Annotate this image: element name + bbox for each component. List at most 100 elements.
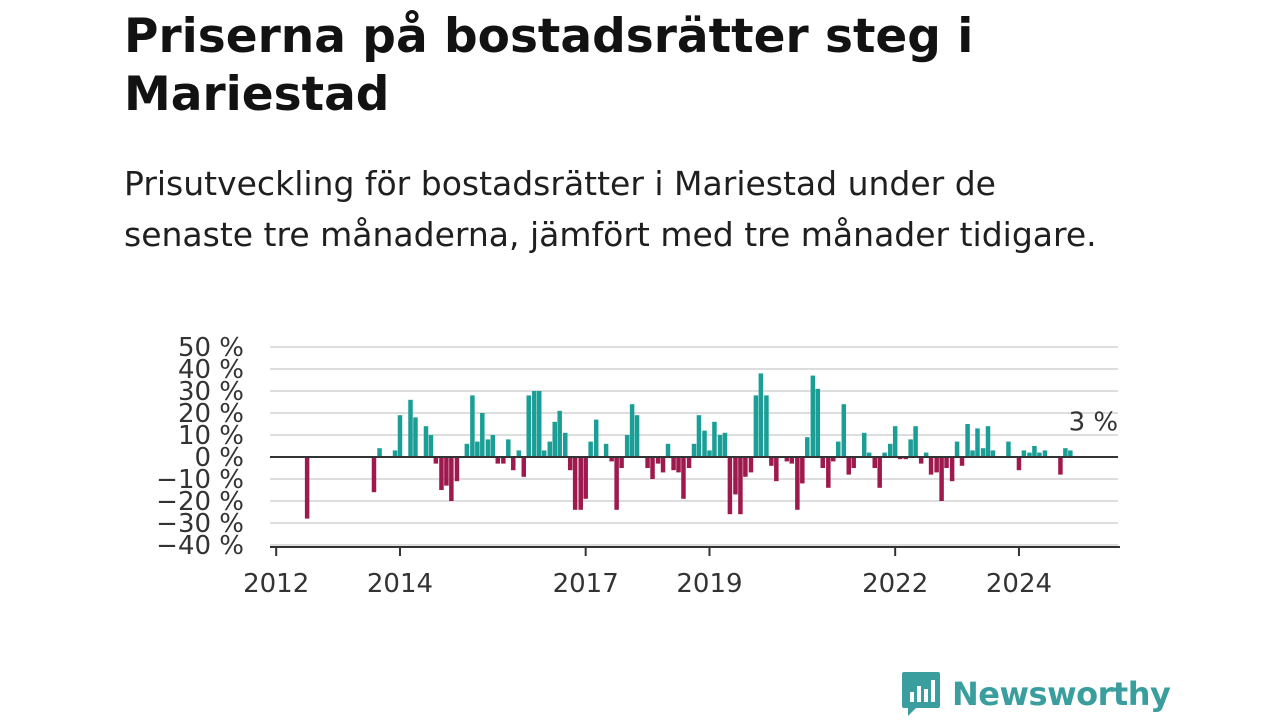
bar [892,426,898,457]
bar [552,421,557,457]
bar [846,457,851,475]
bar [691,443,697,457]
bar [959,457,965,466]
bar [835,441,841,457]
bar [681,457,686,499]
x-tick-label: 2014 [367,569,433,599]
y-tick-label: 0 % [194,443,244,473]
bar [872,457,877,468]
x-tick-label: 2017 [553,569,619,599]
bar [516,450,522,457]
bar [371,457,377,493]
bar [753,395,759,457]
bar [748,457,754,473]
bar [547,441,553,457]
bar [655,457,661,464]
x-axis-ticks: 2012 2014 2017 2019 2022 2024 [243,547,1052,599]
bar [1042,450,1048,457]
bar [696,415,702,457]
bar [712,421,717,457]
chart-title: Priserna på bostadsrätter steg i Mariest… [124,9,974,122]
bar [501,457,506,464]
y-tick-label: −10 % [156,465,244,495]
bar [660,457,666,473]
bar [934,457,939,473]
x-tick-label: 2019 [676,569,742,599]
bar [485,439,491,457]
bar [1037,452,1042,457]
y-tick-label: 20 % [178,399,244,429]
chart-subtitle: Prisutveckling för bostadsrätter i Marie… [124,164,1097,254]
bar [764,395,769,457]
bar [913,426,918,457]
bar [1021,450,1027,457]
bar [861,432,867,457]
bar [882,452,887,457]
bar [377,448,382,457]
bar [1063,448,1068,457]
bar [769,457,774,466]
bar [439,457,444,490]
bar [392,450,398,457]
bar [738,457,743,515]
y-tick-label: 30 % [178,377,244,407]
bar [304,457,310,519]
y-tick-label: −40 % [156,531,244,561]
bar [433,457,439,464]
newsworthy-logo-icon [902,672,940,716]
bar [541,450,547,457]
bar [733,457,738,495]
bar [800,457,805,484]
bar [866,452,872,457]
bar [650,457,655,479]
bar [965,424,970,457]
bar [397,415,403,457]
bar [490,435,496,457]
bar [841,404,847,457]
bar [603,443,609,457]
bar [707,450,712,457]
bar [532,391,537,457]
bar [826,457,831,488]
bar [454,457,460,482]
bar [480,413,485,457]
bar [877,457,882,488]
bar [423,426,429,457]
bar [954,441,960,457]
bar [903,457,908,460]
bar [578,457,583,510]
bar [506,439,511,457]
y-tick-label: −20 % [156,487,244,517]
bar [408,399,413,457]
bar [1032,446,1037,457]
bar [717,435,723,457]
bar [939,457,944,501]
bar [820,457,825,468]
bar [810,375,816,457]
bar [495,457,501,464]
bar [805,437,810,457]
bar [572,457,578,510]
bar [831,457,836,462]
bar [970,450,975,457]
bar [464,443,470,457]
y-tick-label: 50 % [178,333,244,363]
bar [537,391,542,457]
bar [511,457,516,471]
bar [629,404,635,457]
bar [980,448,986,457]
bar [557,410,562,457]
bar [774,457,779,482]
bar [918,457,924,464]
bar [665,443,671,457]
bar [444,457,449,486]
y-tick-label: −30 % [156,509,244,539]
bar [413,417,418,457]
bar [908,439,913,457]
y-axis-ticks: 50 %40 %30 %20 %10 %0 %−10 %−20 %−30 %−4… [156,333,244,561]
bar [563,432,568,457]
bar [795,457,800,510]
x-tick-label: 2012 [243,569,309,599]
bar [789,457,795,464]
y-tick-label: 40 % [178,355,244,385]
